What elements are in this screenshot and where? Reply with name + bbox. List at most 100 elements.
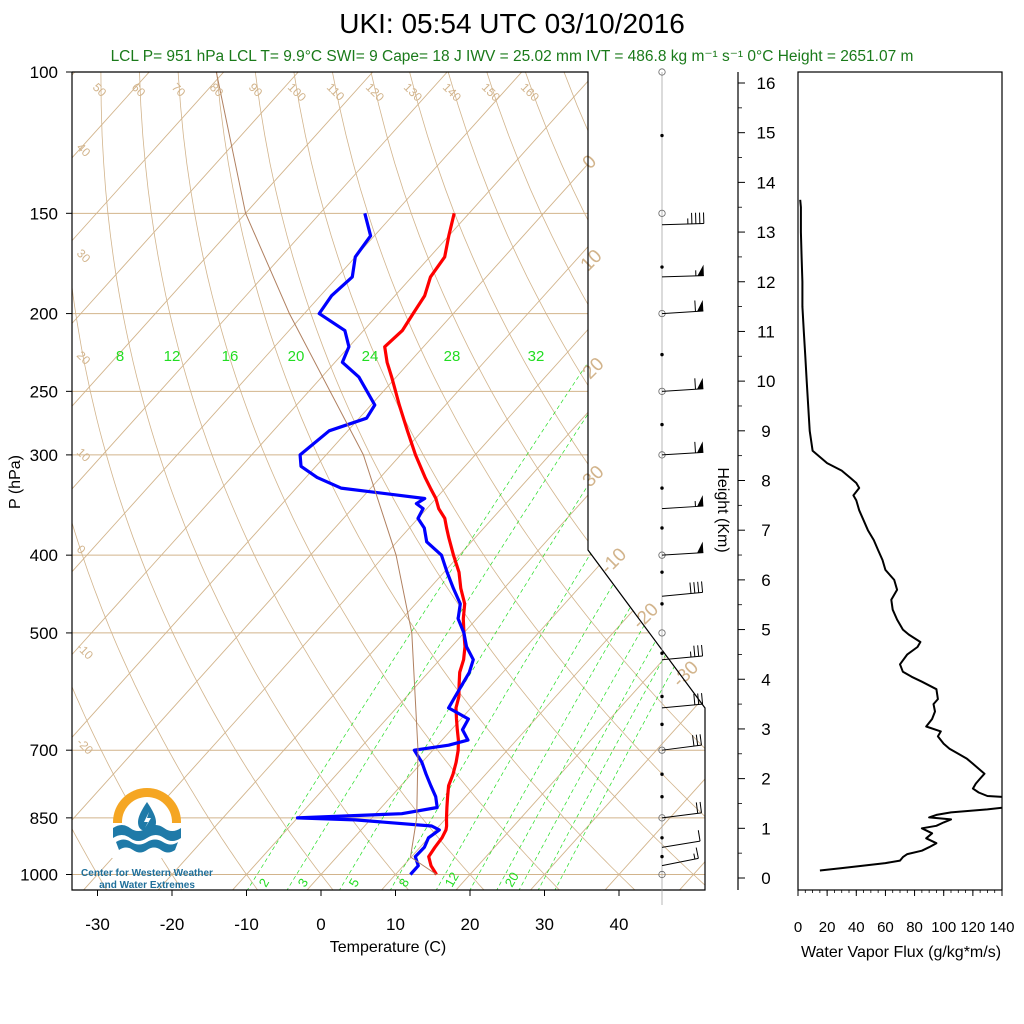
theta-label: 100 <box>285 80 309 104</box>
wind-barb-full <box>695 802 699 814</box>
wind-staff-dot <box>660 651 664 655</box>
wind-barb <box>661 693 704 709</box>
y-tick-label: 500 <box>30 624 58 643</box>
theta-label: 80 <box>207 80 227 100</box>
mixing-ratio-line <box>338 313 698 890</box>
wind-barb-full <box>701 693 704 705</box>
wind-barb-half <box>689 651 692 658</box>
y-tick-label: 150 <box>30 204 58 223</box>
mixing-ratio-line <box>517 313 705 890</box>
wind-staff-marker <box>658 629 666 637</box>
isotherm-label: -10 <box>597 544 631 578</box>
isotherm-line <box>454 72 705 890</box>
isotherm-line <box>156 72 705 890</box>
wind-barb <box>661 377 704 392</box>
mixing-ratio-label: 5 <box>346 876 363 890</box>
theta-label: 70 <box>169 80 189 100</box>
wind-barb-full <box>689 582 692 594</box>
wind-barb-full <box>693 693 696 705</box>
theta-left-label: 30 <box>74 246 94 266</box>
series-dew-point <box>295 212 475 876</box>
wind-barb-full <box>699 734 702 746</box>
mixing-ratio-label: 28 <box>444 348 461 365</box>
dry-adiabat <box>293 72 705 890</box>
isotherm-line <box>72 72 672 890</box>
dry-adiabat <box>486 72 705 890</box>
isotherm-line <box>753 72 1024 892</box>
wind-staff-dot <box>660 722 664 727</box>
wind-barb-shaft <box>661 744 702 751</box>
height-tick-label: 7 <box>761 521 770 540</box>
skewt-frame <box>71 71 706 891</box>
height-tick-label: 4 <box>761 670 770 689</box>
dry-adiabat <box>254 72 705 890</box>
wind-staff-dot <box>660 795 664 799</box>
mixing-ratio-label: 3 <box>295 876 312 890</box>
y-axis-label: P (hPa) <box>7 455 24 509</box>
wind-barb-full <box>692 735 695 747</box>
x-tick-label: 0 <box>316 915 325 934</box>
mixing-ratio-line <box>468 313 705 890</box>
wind-barb-shaft <box>661 505 704 510</box>
wind-barb-full <box>693 645 696 657</box>
x-tick-label: 40 <box>610 915 629 934</box>
cw3e-logo: Center for Western Weather and Water Ext… <box>81 788 213 891</box>
wind-barb <box>661 644 704 661</box>
isotherm-line <box>72 72 523 890</box>
isotherm-line <box>72 72 374 890</box>
flux-x-tick-label: 100 <box>931 919 956 936</box>
mixing-ratio-label: 16 <box>222 348 239 365</box>
wind-barb-full <box>697 645 700 657</box>
height-tick-label: 10 <box>757 372 776 391</box>
height-tick-label: 8 <box>761 472 770 491</box>
mixing-ratio-line <box>246 313 621 890</box>
x-tick-label: -10 <box>234 915 259 934</box>
height-tick-label: 14 <box>757 173 776 192</box>
height-tick-label: 9 <box>761 422 770 441</box>
theta-label: 60 <box>129 80 149 100</box>
wind-barb-flag <box>697 495 704 507</box>
wind-barb-full <box>694 378 696 390</box>
dry-adiabat <box>72 72 108 890</box>
dry-adiabat <box>216 72 637 890</box>
wind-barb-shaft <box>661 812 702 819</box>
logo-text-line2: and Water Extremes <box>99 880 195 891</box>
wind-barb-full <box>694 300 696 312</box>
theta-label: 110 <box>324 80 348 104</box>
wind-barb-flag <box>697 264 704 276</box>
wind-barb-shaft <box>661 275 704 278</box>
theta-label: 160 <box>518 80 542 104</box>
wind-barb <box>661 495 704 510</box>
wind-barb-flag <box>697 441 704 453</box>
isotherm-line <box>72 72 705 890</box>
dry-adiabat <box>370 72 705 890</box>
theta-left-label: 20 <box>74 348 94 368</box>
mixing-ratio-label: 20 <box>502 869 522 889</box>
height-tick-label: 3 <box>761 720 770 739</box>
isotherm-line <box>603 72 705 890</box>
dry-adiabat <box>72 72 184 890</box>
wind-staff-dot <box>660 836 664 840</box>
height-tick-label: 1 <box>761 819 770 838</box>
dry-adiabat <box>332 72 705 890</box>
mixing-ratio-line <box>285 313 655 890</box>
flux-x-tick-label: 60 <box>877 919 894 936</box>
wind-barb-shaft <box>661 552 704 556</box>
chart-title: UKI: 05:54 UTC 03/10/2016 <box>339 8 685 39</box>
dry-adiabat <box>602 72 705 890</box>
wind-barb <box>661 300 704 315</box>
isotherm-label: 10 <box>577 246 607 276</box>
mixing-ratio-label: 20 <box>288 348 305 365</box>
wind-staff-dot <box>660 352 664 357</box>
dry-adiabat <box>72 72 335 890</box>
wind-barb-full <box>695 734 699 746</box>
height-tick-label: 11 <box>757 322 775 341</box>
skewt-data-layer <box>215 72 475 876</box>
height-tick-label: 2 <box>761 770 770 789</box>
height-axis-label: Height (Km) <box>714 467 731 552</box>
wind-barb <box>661 830 701 848</box>
theta-label: 150 <box>479 80 503 104</box>
y-tick-label: 1000 <box>20 866 58 885</box>
logo-wave-lower <box>116 839 178 853</box>
